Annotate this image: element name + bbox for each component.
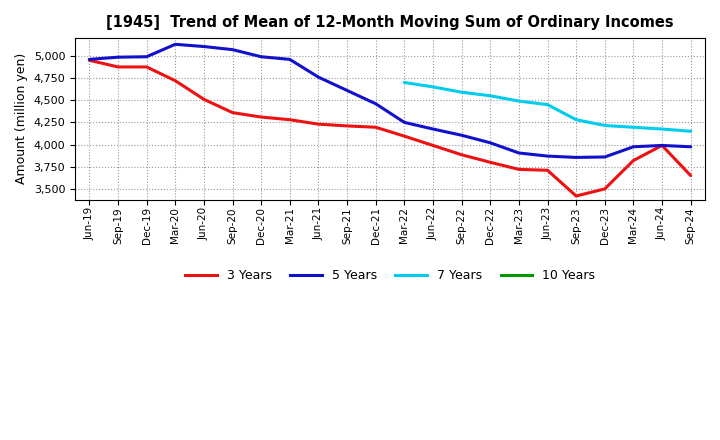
Title: [1945]  Trend of Mean of 12-Month Moving Sum of Ordinary Incomes: [1945] Trend of Mean of 12-Month Moving … (107, 15, 674, 30)
Y-axis label: Amount (million yen): Amount (million yen) (15, 53, 28, 184)
Legend: 3 Years, 5 Years, 7 Years, 10 Years: 3 Years, 5 Years, 7 Years, 10 Years (180, 264, 600, 287)
